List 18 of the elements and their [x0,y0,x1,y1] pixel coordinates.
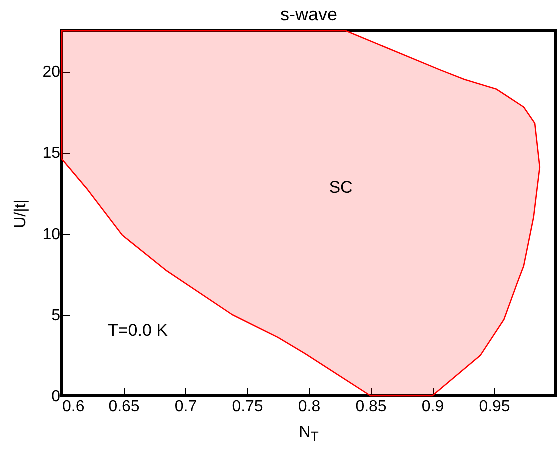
y-tick-label: 10 [42,226,61,244]
x-tick-label: 0.9 [422,398,444,416]
chart-title: s-wave [280,4,338,24]
y-tick-label: 15 [42,145,61,162]
y-axis-title: U/|t| [12,200,30,228]
x-axis-title: N$_{T}$ [298,424,320,444]
x-tick-label: 0.65 [108,398,140,416]
y-tick-label: 20 [42,64,61,82]
x-tick-label: 0.6 [62,398,85,416]
x-tick-label: 0.95 [479,398,510,416]
y-tick-label: 5 [52,307,61,324]
annotation: SC [329,178,353,197]
x-tick-label: 0.7 [174,398,198,416]
y-tick-label: 0 [52,388,61,406]
x-tick-label: 0.85 [356,398,387,416]
annotation: T=0.0 K [108,321,169,340]
x-tick-label: 0.75 [232,398,264,416]
x-tick-label: 0.8 [298,398,321,416]
